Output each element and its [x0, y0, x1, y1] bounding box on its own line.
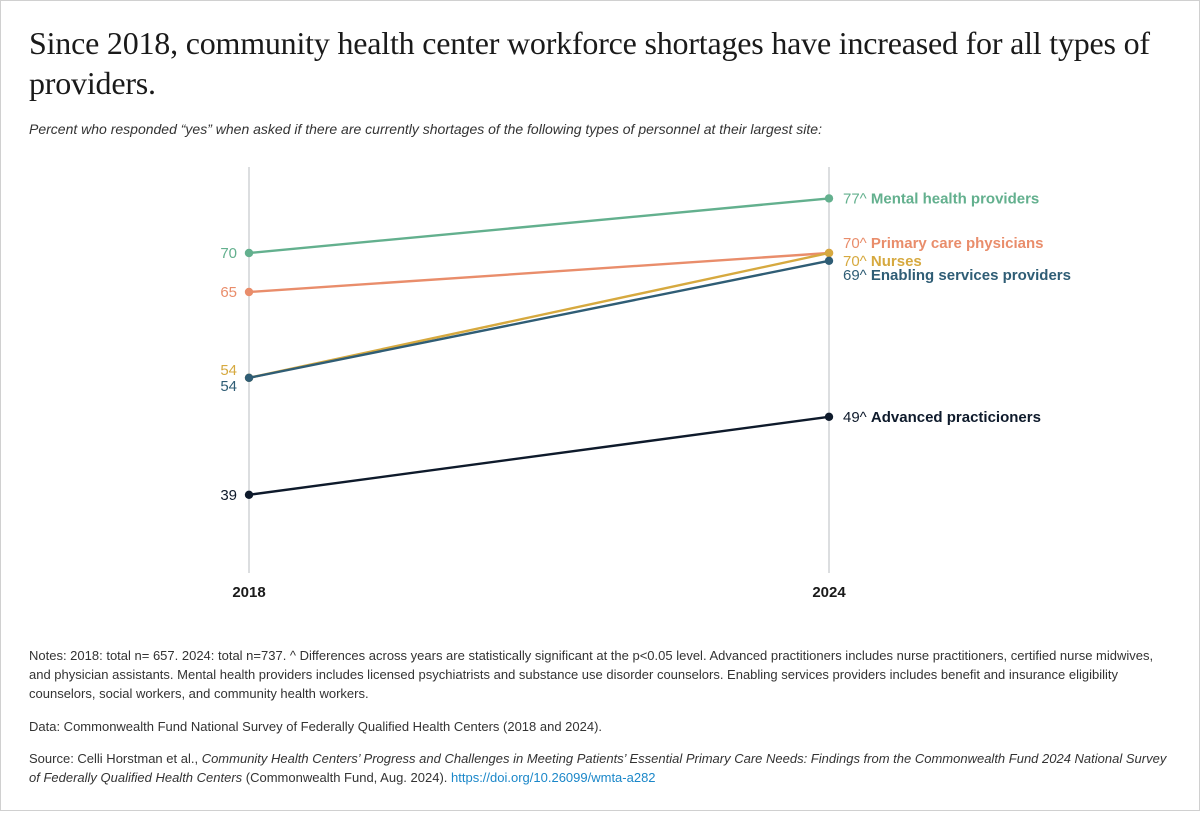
svg-text:69^ Enabling services provider: 69^ Enabling services providers [843, 267, 1071, 284]
svg-text:2018: 2018 [232, 584, 265, 601]
chart-subtitle: Percent who responded “yes” when asked i… [29, 121, 1171, 137]
chart-title: Since 2018, community health center work… [29, 23, 1171, 103]
svg-text:39: 39 [220, 487, 237, 504]
doi-link[interactable]: https://doi.org/10.26099/wmta-a282 [451, 770, 656, 785]
svg-text:49^ Advanced practicioners: 49^ Advanced practicioners [843, 409, 1041, 426]
svg-text:70: 70 [220, 245, 237, 262]
notes-text: Notes: 2018: total n= 657. 2024: total n… [29, 647, 1171, 704]
notes-block: Notes: 2018: total n= 657. 2024: total n… [29, 647, 1171, 788]
svg-text:65: 65 [220, 284, 237, 301]
svg-text:54: 54 [220, 378, 237, 395]
slope-chart: 2018 2024 70 77^ Mental health providers 65 7… [29, 145, 1171, 625]
svg-text:77^ Mental health providers: 77^ Mental health providers [843, 190, 1039, 207]
citation: Source: Celli Horstman et al., Community… [29, 750, 1171, 788]
svg-text:70^ Primary care physicians: 70^ Primary care physicians [843, 235, 1044, 252]
data-source: Data: Commonwealth Fund National Survey … [29, 718, 1171, 737]
svg-text:2024: 2024 [812, 584, 846, 601]
slope-chart-svg: 2018 2024 70 77^ Mental health providers 65 7… [29, 145, 1173, 625]
svg-text:54: 54 [220, 362, 237, 379]
